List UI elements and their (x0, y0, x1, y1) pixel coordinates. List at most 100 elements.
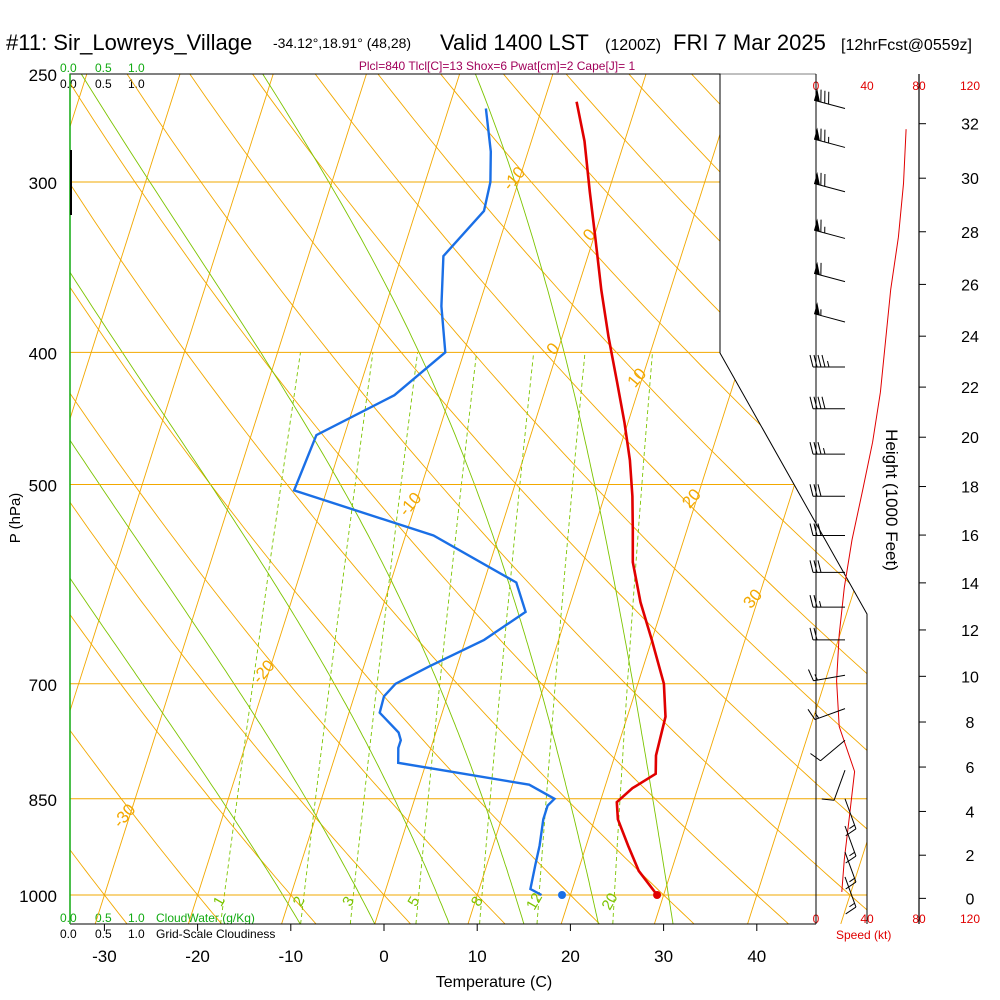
dry-adiabat-line (70, 74, 128, 924)
dry-adiabat-line (0, 0, 33, 924)
dry-adiabat-line (70, 74, 695, 924)
height-tick-label: 8 (966, 715, 975, 732)
x-tick-label: 30 (654, 947, 673, 966)
height-tick-label: 14 (961, 576, 979, 593)
cloudwater-tick-top-1: 0.5 (95, 61, 112, 75)
cloudiness-label: Grid-Scale Cloudiness (156, 927, 275, 941)
height-tick-label: 32 (961, 117, 979, 134)
height-tick-label: 20 (961, 430, 979, 447)
moist-adiabat-line (70, 74, 376, 924)
isotherm-line (374, 74, 689, 924)
dry-adiabat-line (220, 74, 867, 924)
isotherm-label: 30 (739, 585, 766, 612)
station-coords: -34.12°,18.91° (48,28) (273, 35, 411, 51)
x-tick-label: 40 (747, 947, 766, 966)
isotherm-line (560, 74, 867, 924)
dry-adiabat-line (70, 74, 600, 924)
wind-barb (807, 669, 846, 682)
cloudiness-tick-top-2: 1.0 (128, 77, 145, 91)
x-axis-label: Temperature (C) (436, 974, 552, 991)
wind-barb (813, 218, 846, 239)
mixing-ratio-line (220, 352, 301, 924)
dry-adiabat-line (70, 74, 411, 924)
height-tick-label: 4 (966, 804, 975, 821)
height-tick-label: 2 (966, 848, 975, 865)
isotherm-label: -30 (109, 800, 139, 831)
wind-speed-profile (836, 129, 907, 892)
dry-adiabat-line (70, 74, 317, 924)
dry-adiabat-line (690, 74, 867, 924)
mixing-ratio-line (536, 352, 586, 924)
pressure-tick-label: 250 (29, 66, 57, 85)
mixing-ratio-line (479, 352, 535, 924)
x-tick-label: -10 (279, 947, 304, 966)
height-tick-label: 22 (961, 380, 979, 397)
valid-date: FRI 7 Mar 2025 (673, 30, 826, 55)
dry-adiabat-line (102, 74, 867, 924)
x-tick-label: -20 (185, 947, 210, 966)
wind-barb (807, 708, 846, 721)
isotherm-line (70, 74, 223, 924)
wind-barb (813, 302, 846, 323)
isotherm-label: 10 (624, 364, 651, 391)
pressure-tick-label: 400 (29, 344, 57, 363)
cloudiness-tick-bottom-1: 0.5 (95, 927, 112, 941)
wind-barb (809, 442, 845, 455)
height-tick-label: 16 (961, 528, 979, 545)
mixing-ratio-label: 1 (210, 894, 229, 910)
stability-indices: Plcl=840 Tlcl[C]=13 Shox=6 Pwat[cm]=2 Ca… (359, 59, 636, 73)
wind-barb (809, 354, 845, 368)
pressure-tick-label: 700 (29, 676, 57, 695)
speed-tick-top-3: 120 (960, 79, 980, 93)
wind-barb (813, 261, 846, 283)
pressure-tick-label: 850 (29, 791, 57, 810)
cloudiness-tick-top-0: 0.0 (60, 77, 77, 91)
utc-time: (1200Z) (605, 37, 661, 54)
isotherm-label: 20 (678, 485, 705, 512)
mixing-ratio-label: 2 (290, 894, 309, 910)
isotherm-line (840, 74, 867, 924)
x-tick-label: 20 (561, 947, 580, 966)
isotherm-label: -20 (248, 656, 278, 687)
wind-barb (809, 594, 845, 608)
isotherm-line (934, 0, 1000, 924)
dewpoint-trace (292, 108, 557, 897)
mixing-ratio-line (349, 352, 419, 924)
isotherm-line (70, 74, 130, 924)
pressure-tick-label: 300 (29, 174, 57, 193)
height-tick-label: 12 (961, 623, 979, 640)
wind-barb (844, 851, 857, 890)
isotherm-line (653, 74, 867, 924)
mixing-ratio-label: 3 (339, 894, 358, 910)
dry-adiabat-line (396, 74, 867, 924)
wind-barb (809, 523, 845, 537)
height-tick-label: 10 (961, 669, 979, 686)
pressure-tick-label: 500 (29, 477, 57, 496)
dry-adiabat-line (749, 74, 867, 924)
forecast-info: [12hrFcst@0559z] (841, 37, 972, 54)
isotherm-line (281, 74, 596, 924)
moist-adiabat-line (80, 74, 525, 924)
wind-barb (813, 127, 846, 148)
moist-adiabat-line (70, 74, 450, 924)
mixing-ratio-label: 5 (404, 894, 423, 910)
dry-adiabat-line (70, 74, 867, 924)
cloudwater-tick-top-0: 0.0 (60, 61, 77, 75)
dry-adiabat-line (808, 74, 867, 924)
height-tick-label: 24 (961, 329, 979, 346)
dry-adiabat-line (161, 74, 867, 924)
cloudwater-label: CloudWater (g/Kg) (156, 911, 255, 925)
wind-barb (844, 876, 857, 915)
wind-barb (821, 770, 846, 801)
wind-barb (844, 825, 857, 864)
height-tick-label: 6 (966, 760, 975, 777)
x-tick-label: -30 (92, 947, 117, 966)
surface-temperature-marker (653, 891, 662, 899)
isotherm-line (747, 74, 867, 924)
wind-barb (809, 560, 845, 573)
speed-tick-bottom-3: 120 (960, 912, 980, 926)
cloudiness-tick-top-1: 0.5 (95, 77, 112, 91)
isotherm-line (70, 74, 316, 924)
isotherm-line (187, 74, 503, 924)
